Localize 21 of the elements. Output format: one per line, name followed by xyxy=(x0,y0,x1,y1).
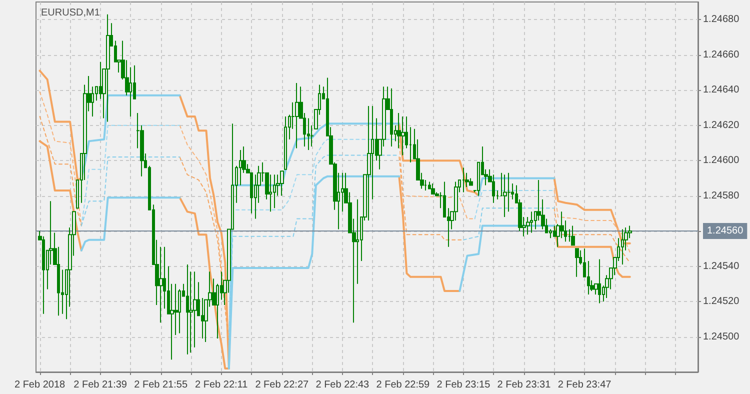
x-tick-label: 2 Feb 22:27 xyxy=(255,380,310,390)
y-tick-label: 1.24640 xyxy=(703,84,740,96)
y-tick-label: 1.24540 xyxy=(703,260,740,272)
x-tick-label: 2 Feb 2018 xyxy=(14,380,66,390)
y-tick-label: 1.24620 xyxy=(703,120,740,131)
x-tick-label: 2 Feb 22:43 xyxy=(316,380,370,390)
x-tick-label: 2 Feb 21:55 xyxy=(134,380,188,390)
y-tick-label: 1.24500 xyxy=(703,331,740,342)
x-tick-label: 2 Feb 23:15 xyxy=(436,380,491,390)
text: EURUSD,M1 xyxy=(41,8,100,18)
ref-line-label: 1.24560 xyxy=(707,226,744,237)
y-tick-label: 1.24580 xyxy=(703,190,740,202)
x-tick-label: 2 Feb 21:39 xyxy=(74,380,128,390)
y-tick-label: 1.24520 xyxy=(703,296,740,308)
x-tick-label: 2 Feb 23:47 xyxy=(558,380,612,390)
y-tick-label: 1.24660 xyxy=(703,49,740,60)
y-tick-label: 1.24600 xyxy=(703,155,740,166)
x-tick-label: 2 Feb 22:11 xyxy=(195,380,248,390)
y-tick-label: 1.24680 xyxy=(703,14,740,26)
x-tick-label: 2 Feb 23:31 xyxy=(497,380,552,390)
x-tick-label: 2 Feb 22:59 xyxy=(376,380,430,390)
